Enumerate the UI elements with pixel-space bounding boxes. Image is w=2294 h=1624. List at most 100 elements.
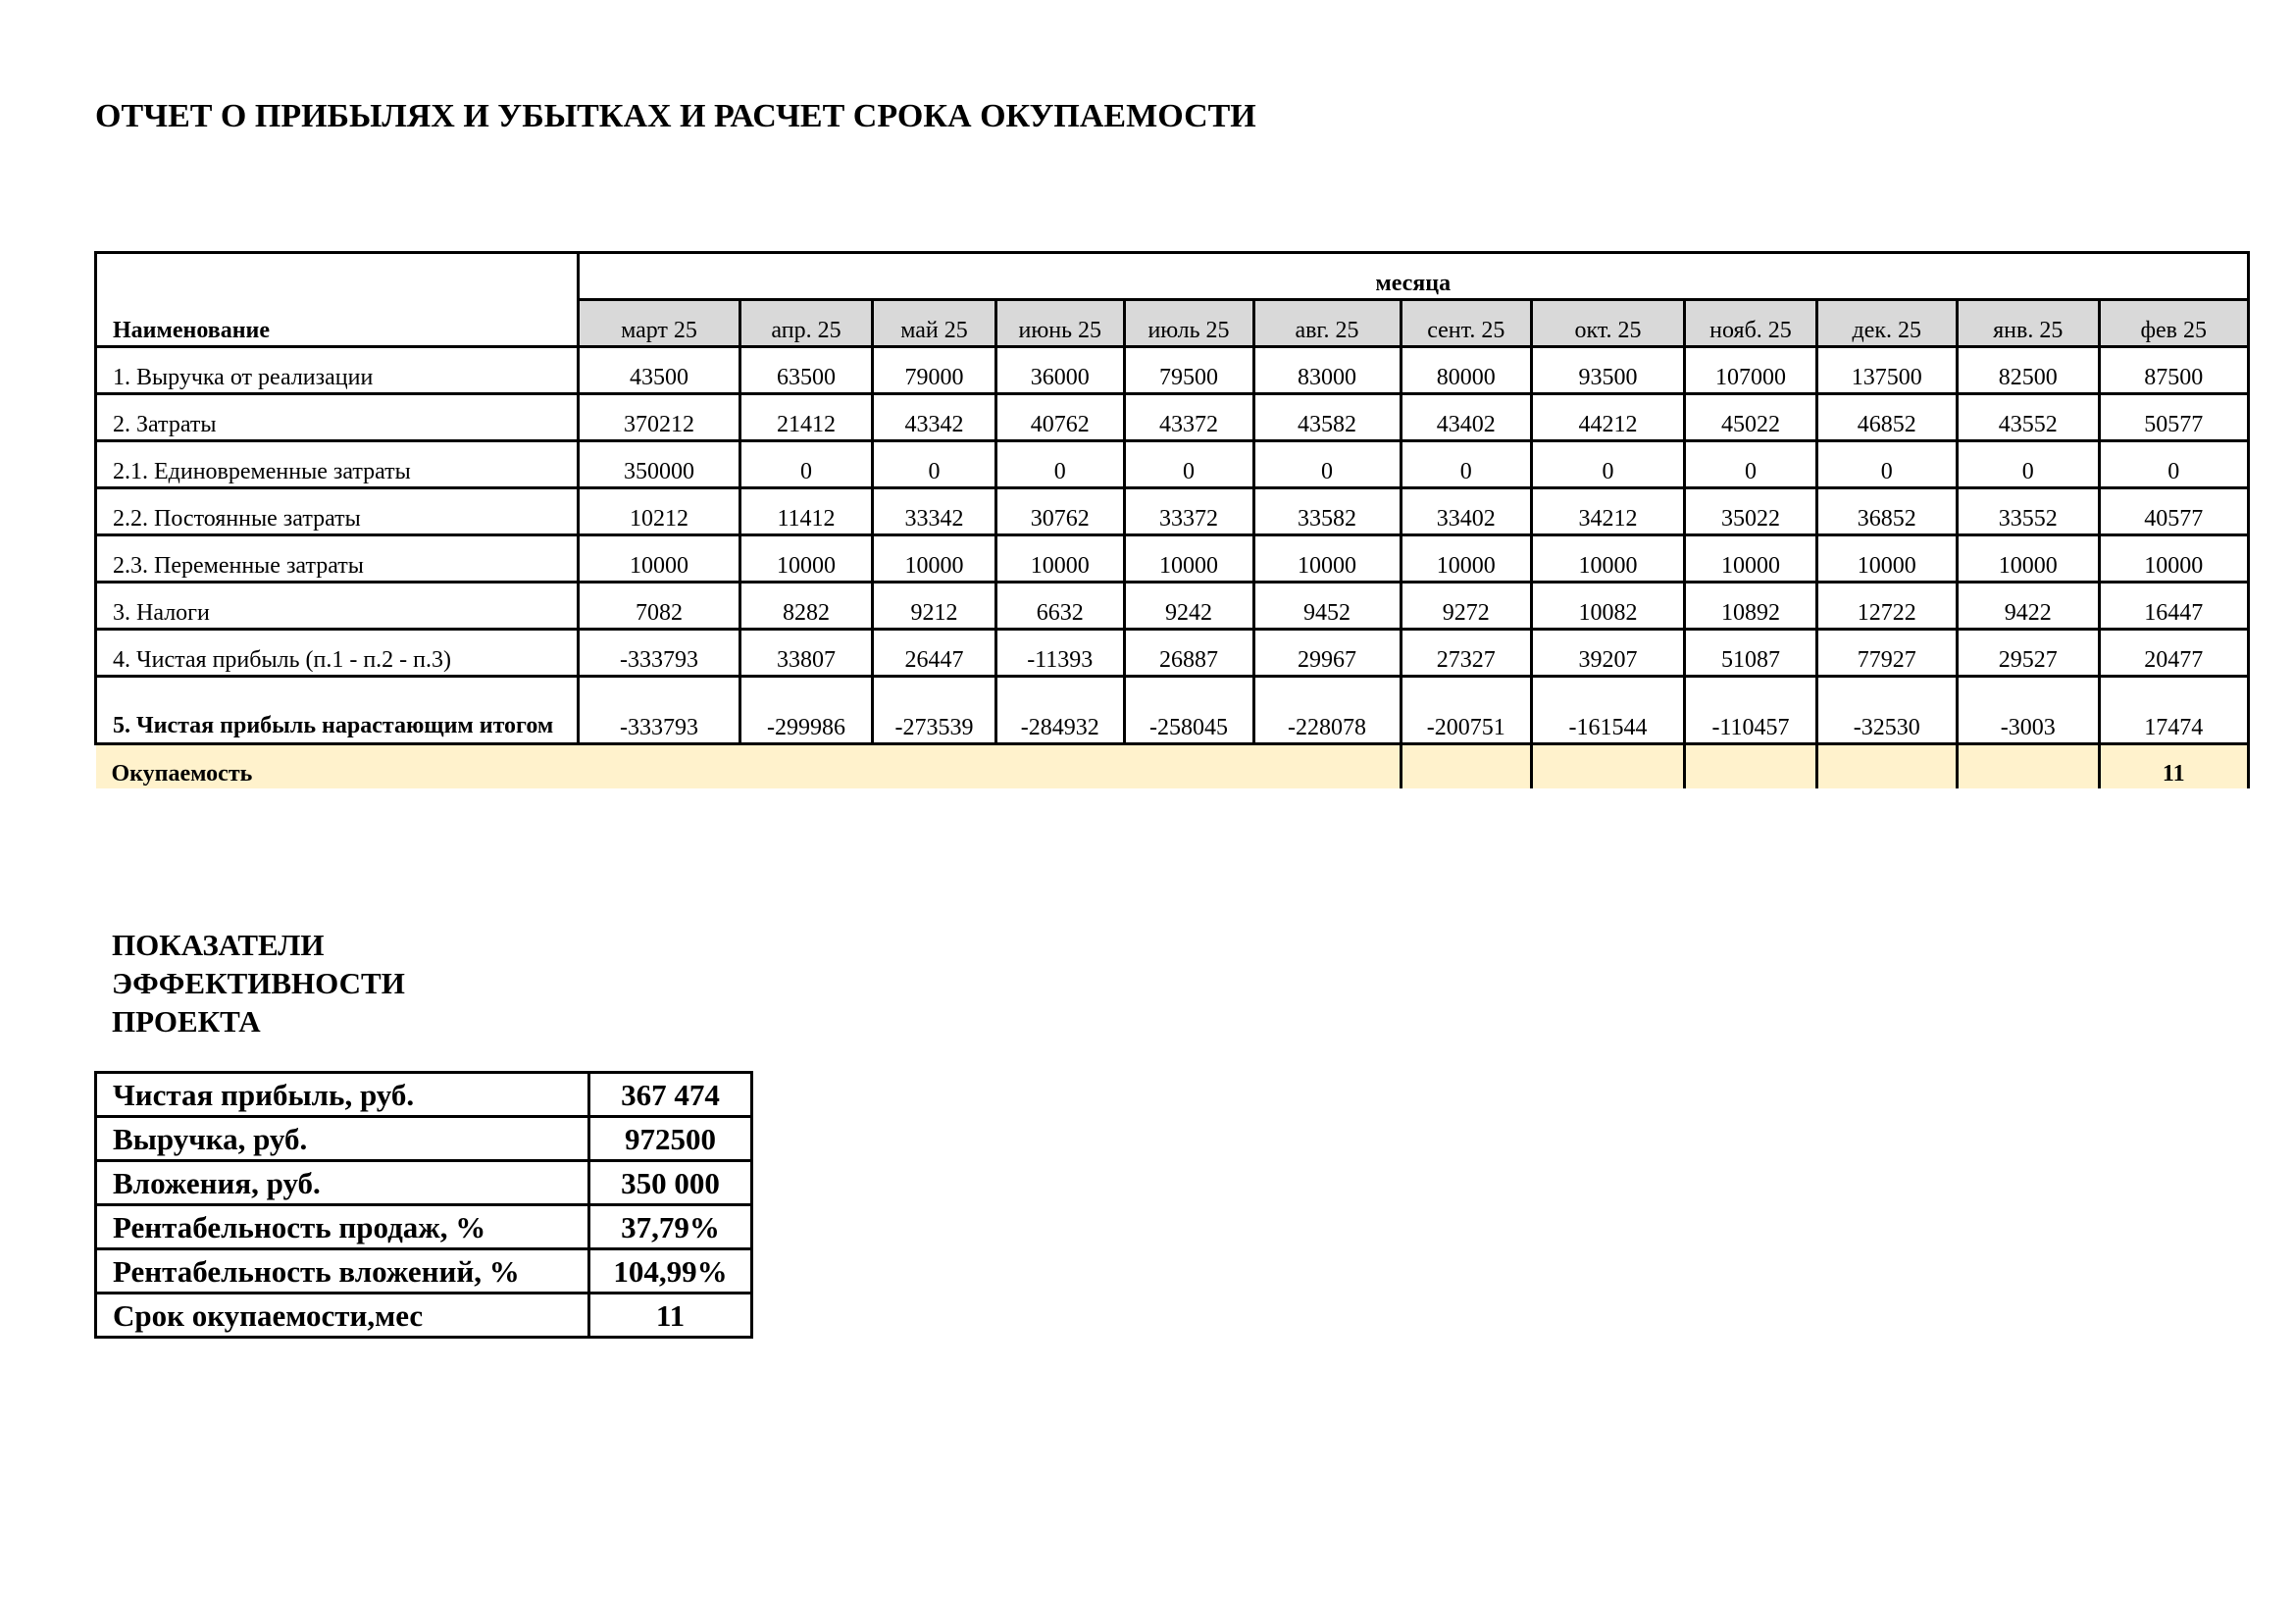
cell-value: 0 bbox=[1955, 439, 2101, 489]
row-label: 2.3. Переменные затраты bbox=[94, 533, 580, 584]
month-header: июль 25 bbox=[1122, 298, 1255, 348]
cell-value: 0 bbox=[871, 439, 997, 489]
cell-value: 10000 bbox=[739, 533, 874, 584]
cell-value: 30762 bbox=[994, 486, 1126, 536]
data-row: 3. Налоги 7082 8282 9212 6632 9242 9452 9272 100… bbox=[94, 581, 2250, 631]
indicator-label: Вложения, руб. bbox=[94, 1159, 590, 1206]
month-header: янв. 25 bbox=[1955, 298, 2101, 348]
cell-value: 10000 bbox=[1251, 533, 1402, 584]
cell-value: 79500 bbox=[1122, 345, 1255, 395]
indicator-label: Срок окупаемости,мес bbox=[94, 1292, 590, 1339]
cell-value: 0 bbox=[994, 439, 1126, 489]
cell-value: 0 bbox=[739, 439, 874, 489]
cell-value: 10000 bbox=[577, 533, 741, 584]
month-header: сент. 25 bbox=[1399, 298, 1533, 348]
row-label: 3. Налоги bbox=[94, 581, 580, 631]
cell-value: -110457 bbox=[1683, 675, 1818, 745]
cell-value: 93500 bbox=[1530, 345, 1686, 395]
header-row: Наименование месяца bbox=[94, 251, 2250, 348]
cell-value: -299986 bbox=[739, 675, 874, 745]
cell-value: 16447 bbox=[2098, 581, 2250, 631]
cell-value: 9422 bbox=[1955, 581, 2101, 631]
month-header: июнь 25 bbox=[994, 298, 1126, 348]
cell-value: 350000 bbox=[577, 439, 741, 489]
cell-value: -333793 bbox=[577, 675, 741, 745]
cell-value: 10000 bbox=[994, 533, 1126, 584]
data-row: 2. Затраты 370212 21412 43342 40762 43372 4358… bbox=[94, 392, 2250, 442]
name-header: Наименование bbox=[94, 251, 580, 348]
cell-value: 17474 bbox=[2098, 675, 2250, 745]
cell-value: 10000 bbox=[1683, 533, 1818, 584]
data-row: 4. Чистая прибыль (п.1 - п.2 - п.3) -3337… bbox=[94, 628, 2250, 678]
month-header: окт. 25 bbox=[1530, 298, 1686, 348]
cell-value: 87500 bbox=[2098, 345, 2250, 395]
cell-value: 33372 bbox=[1122, 486, 1255, 536]
cell-value: 21412 bbox=[739, 392, 874, 442]
month-header: март 25 bbox=[577, 298, 741, 348]
indicator-row: Чистая прибыль, руб. 367 474 bbox=[94, 1071, 753, 1118]
indicator-label: Рентабельность вложений, % bbox=[94, 1247, 590, 1294]
cell-value: 10082 bbox=[1530, 581, 1686, 631]
payback-empty bbox=[1399, 742, 1533, 788]
cell-value: 33807 bbox=[739, 628, 874, 678]
cell-value: 33342 bbox=[871, 486, 997, 536]
cell-value: 36000 bbox=[994, 345, 1126, 395]
cell-value: 6632 bbox=[994, 581, 1126, 631]
indicator-label: Чистая прибыль, руб. bbox=[94, 1071, 590, 1118]
indicator-value: 367 474 bbox=[587, 1071, 753, 1118]
cell-value: 9272 bbox=[1399, 581, 1533, 631]
cell-value: 39207 bbox=[1530, 628, 1686, 678]
month-header: фев 25 bbox=[2098, 298, 2250, 348]
cell-value: 63500 bbox=[739, 345, 874, 395]
cell-value: -200751 bbox=[1399, 675, 1533, 745]
cell-value: -11393 bbox=[994, 628, 1126, 678]
cell-value: 9242 bbox=[1122, 581, 1255, 631]
cell-value: 0 bbox=[1251, 439, 1402, 489]
cell-value: -228078 bbox=[1251, 675, 1402, 745]
cell-value: 10000 bbox=[1815, 533, 1959, 584]
cell-value: 43402 bbox=[1399, 392, 1533, 442]
indicator-row: Вложения, руб. 350 000 bbox=[94, 1159, 753, 1206]
cell-value: 33402 bbox=[1399, 486, 1533, 536]
cell-value: 29527 bbox=[1955, 628, 2101, 678]
cell-value: -161544 bbox=[1530, 675, 1686, 745]
month-header: нояб. 25 bbox=[1683, 298, 1818, 348]
cell-value: 107000 bbox=[1683, 345, 1818, 395]
indicators-title: ПОКАЗАТЕЛИ ЭФФЕКТИВНОСТИ ПРОЕКТА bbox=[112, 928, 405, 1039]
cell-value: 35022 bbox=[1683, 486, 1818, 536]
months-row: март 25 апр. 25 май 25 июнь 25 июль 25 авг. 2… bbox=[96, 298, 2250, 348]
cell-value: 43342 bbox=[871, 392, 997, 442]
cell-value: 36852 bbox=[1815, 486, 1959, 536]
indicator-value: 11 bbox=[587, 1292, 753, 1339]
months-header: месяца bbox=[577, 251, 2250, 301]
row-label: 4. Чистая прибыль (п.1 - п.2 - п.3) bbox=[94, 628, 580, 678]
month-header: авг. 25 bbox=[1251, 298, 1402, 348]
cell-value: 7082 bbox=[577, 581, 741, 631]
data-row: 2.3. Переменные затраты 10000 10000 10000 10… bbox=[94, 533, 2250, 584]
data-row: 5. Чистая прибыль нарастающим итогом -333… bbox=[94, 675, 2250, 745]
cell-value: 79000 bbox=[871, 345, 997, 395]
cell-value: 26447 bbox=[871, 628, 997, 678]
cell-value: 40762 bbox=[994, 392, 1126, 442]
cell-value: 10000 bbox=[1530, 533, 1686, 584]
cell-value: 26887 bbox=[1122, 628, 1255, 678]
month-header: апр. 25 bbox=[739, 298, 874, 348]
cell-value: 44212 bbox=[1530, 392, 1686, 442]
row-label: 5. Чистая прибыль нарастающим итогом bbox=[94, 675, 580, 745]
cell-value: 9452 bbox=[1251, 581, 1402, 631]
cell-value: 10000 bbox=[1122, 533, 1255, 584]
report-title: ОТЧЕТ О ПРИБЫЛЯХ И УБЫТКАХ И РАСЧЕТ СРОК… bbox=[95, 98, 1256, 134]
data-row: 1. Выручка от реализации 43500 63500 79000 3… bbox=[94, 345, 2250, 395]
cell-value: 20477 bbox=[2098, 628, 2250, 678]
cell-value: -258045 bbox=[1122, 675, 1255, 745]
indicator-value: 37,79% bbox=[587, 1203, 753, 1250]
cell-value: 10000 bbox=[871, 533, 997, 584]
cell-value: 50577 bbox=[2098, 392, 2250, 442]
payback-empty bbox=[1815, 742, 1959, 788]
cell-value: 43552 bbox=[1955, 392, 2101, 442]
cell-value: 10000 bbox=[1955, 533, 2101, 584]
cell-value: 43500 bbox=[577, 345, 741, 395]
row-label: 2. Затраты bbox=[94, 392, 580, 442]
cell-value: 12722 bbox=[1815, 581, 1959, 631]
cell-value: 43582 bbox=[1251, 392, 1402, 442]
